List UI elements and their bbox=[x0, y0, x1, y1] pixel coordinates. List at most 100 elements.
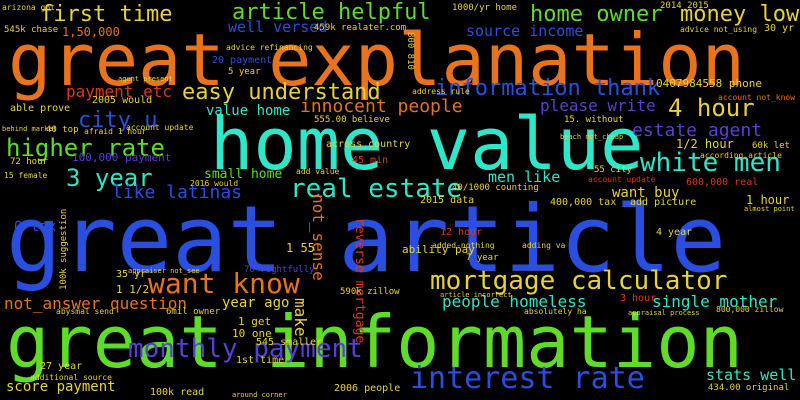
word-not-answer-question: not_answer question bbox=[4, 294, 188, 313]
word-great-information: great information bbox=[6, 300, 743, 384]
word-appraisal-process: appraisal process bbox=[628, 309, 700, 317]
word-2016-would: 2016 would bbox=[190, 179, 239, 188]
word-make: make bbox=[291, 298, 310, 337]
word-40-top: 40 top bbox=[46, 125, 79, 135]
word-arizona-got: arizona got bbox=[2, 3, 55, 12]
word-1-hour: 1 hour bbox=[746, 193, 790, 207]
word-like-latinas: like latinas bbox=[112, 182, 243, 203]
word-phone: 0407984558 phone bbox=[656, 77, 762, 90]
word-adding-va: adding va bbox=[522, 241, 566, 250]
word-white-men: white men bbox=[640, 148, 781, 178]
word-people-homeless: people homeless bbox=[442, 292, 587, 311]
word-higher-rate: higher rate bbox=[6, 134, 165, 162]
word-6mil-owner: 6mil owner bbox=[166, 307, 221, 317]
word-reverse-mortgage: reverse mortgage bbox=[352, 218, 367, 344]
word-article-incorrect: article incorrect bbox=[440, 291, 512, 299]
word-payment-etc: payment etc bbox=[66, 82, 172, 101]
word-home-value: home value bbox=[210, 102, 644, 186]
word-across-country: across country bbox=[326, 139, 411, 150]
word-590k-zillow: 590k zillow bbox=[340, 287, 400, 297]
word-20-payment: 20 payment bbox=[212, 55, 273, 66]
word-real-estate: real estate bbox=[290, 174, 463, 204]
word-address-rule: address rule bbox=[412, 87, 470, 96]
word-information-thank: information thank bbox=[435, 76, 661, 101]
word-account-updated: account update bbox=[126, 123, 194, 132]
word-0-tax: 0 tax bbox=[14, 219, 57, 235]
word-100k-read: 100k read bbox=[150, 387, 205, 398]
word-men-like: men like bbox=[488, 168, 561, 186]
word-additional-source: additional source bbox=[30, 373, 112, 382]
word-27-year: 27 year bbox=[40, 361, 83, 372]
word-well-versed: well versed bbox=[228, 18, 328, 36]
word-great-explanation: great explanation bbox=[8, 18, 745, 102]
word-agent-present: agent present bbox=[118, 75, 173, 83]
word-interest-rate: interest rate bbox=[410, 361, 645, 396]
word-100k-suggestion: 100k suggestion bbox=[59, 208, 69, 290]
word-1st-time: 1st time bbox=[236, 355, 285, 366]
word-add-picture: add picture bbox=[630, 197, 697, 208]
word-great-article: great article bbox=[6, 186, 727, 293]
word-source-income: source income bbox=[466, 22, 584, 40]
word-stats-well: stats well bbox=[706, 366, 797, 384]
word-2014-2015: 2014 2015 bbox=[660, 1, 709, 11]
word-800000-zillow: 800,000 zillow bbox=[716, 305, 784, 314]
word-afraid-hour: afraid 1 hour bbox=[84, 127, 147, 136]
word-3-hour: 3 hour bbox=[620, 293, 657, 304]
word-city-u: city u bbox=[78, 108, 158, 133]
word-year-ago: year ago bbox=[222, 295, 290, 311]
word-55-city: 55 city bbox=[594, 165, 632, 175]
word-5-year: 5 year bbox=[228, 67, 261, 77]
word-want-buy: want buy bbox=[612, 185, 680, 201]
word-40-1000-counting: 40/1000 counting bbox=[452, 183, 539, 193]
word-1-55: 1 55 bbox=[286, 241, 315, 255]
word-value-home: value home bbox=[206, 103, 291, 119]
word-15-without: 15. without bbox=[564, 115, 624, 125]
word-1-1-2: 1 1/2 bbox=[116, 283, 150, 296]
word-money-low: money low bbox=[680, 2, 800, 27]
word-70-rightfully: 70 rightfully bbox=[244, 265, 315, 275]
word-absolutely-ha: absolutely ha bbox=[524, 307, 587, 316]
word-behind-market: behind market bbox=[2, 125, 57, 133]
word-innocent-people: innocent people bbox=[300, 96, 463, 117]
word-7-year: 7 year bbox=[466, 253, 499, 263]
word-800-810: 800 810 bbox=[405, 32, 415, 70]
word-434-original: 434.00 original bbox=[708, 383, 790, 393]
word-almost-point: almost point bbox=[744, 205, 795, 213]
word-545-smaller: 545 smaller bbox=[256, 337, 323, 348]
word-3-year: 3 year bbox=[66, 164, 153, 192]
word-monthly-payment: monthly payment bbox=[128, 334, 363, 364]
word-beach-not-cheap: beach not_cheap bbox=[560, 133, 624, 141]
word-add-value: add value bbox=[296, 167, 340, 176]
word-45-min: 45 min bbox=[352, 155, 389, 166]
word-single-mother: single mother bbox=[652, 292, 778, 311]
word-30-yr: 30 yr bbox=[764, 23, 795, 34]
word-able-prove: able prove bbox=[10, 103, 71, 114]
word-1000-yr: 1000/yr home bbox=[452, 3, 518, 13]
word-545k-chase: 545k chase bbox=[4, 25, 59, 35]
word-first-time: first time bbox=[40, 2, 173, 27]
word-home-owner: home owner bbox=[530, 2, 663, 27]
word-appraiser-not-see: appraiser not_see bbox=[128, 267, 200, 275]
word-2006-people: 2006 people bbox=[334, 383, 401, 394]
word-score-payment: score payment bbox=[6, 379, 116, 395]
word-4-hour: 4 hour bbox=[668, 94, 755, 122]
word-10-one: 10 one bbox=[232, 327, 272, 340]
word-article-helpful: article helpful bbox=[232, 0, 431, 25]
word-150000: 1,50,000 bbox=[62, 25, 120, 39]
word-15-female: 15 female bbox=[4, 171, 48, 180]
word-4-year: 4 year bbox=[656, 227, 693, 238]
word-555-believe: 555.00 believe bbox=[314, 115, 390, 125]
word-added-nothing: added-nothing bbox=[432, 241, 495, 250]
word-mortgage-calculator: mortgage calculator bbox=[430, 266, 728, 296]
word-estate-agent: estate agent bbox=[632, 120, 763, 141]
word-want-know: want know bbox=[148, 267, 300, 300]
word-realater: 459k realater.com bbox=[314, 23, 407, 33]
word-60k-let: 60k let bbox=[752, 141, 790, 151]
word-600000: 600,000 real bbox=[686, 177, 759, 188]
word-advice-not-using: advice not_using bbox=[680, 25, 758, 34]
word-1-get: 1 get bbox=[238, 315, 272, 328]
word-400000-tax: 400,000 tax bbox=[550, 197, 617, 208]
word-2015-data: 2015 data bbox=[420, 195, 475, 206]
word-around-corner: around corner bbox=[232, 391, 287, 399]
